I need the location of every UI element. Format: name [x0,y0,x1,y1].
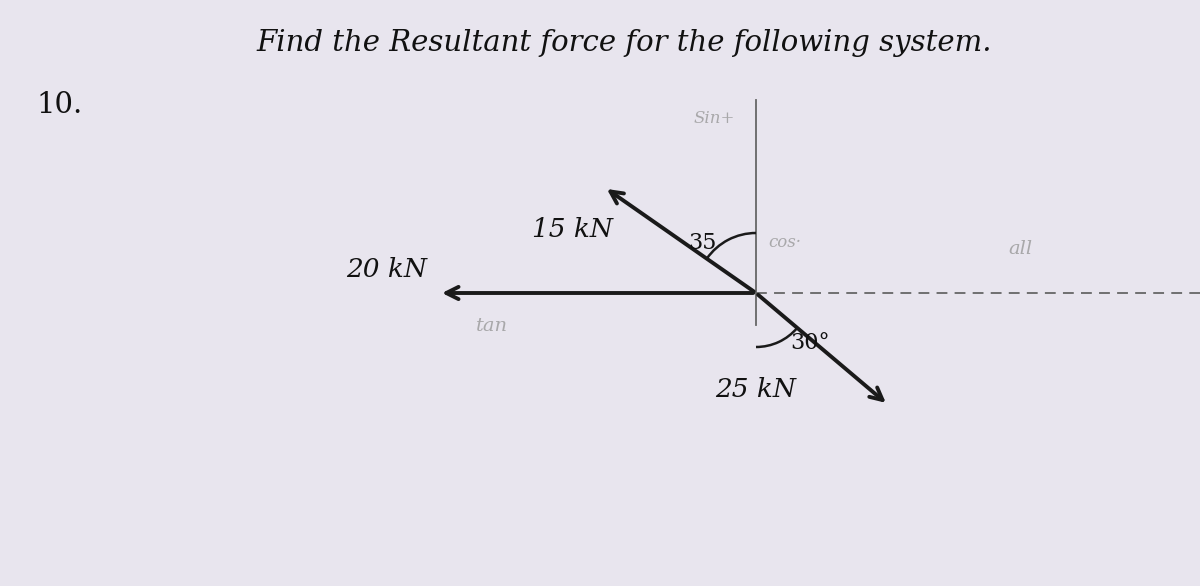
Text: cos·: cos· [768,234,802,251]
Text: 20 kN: 20 kN [347,257,427,282]
Text: Find the Resultant force for the following system.: Find the Resultant force for the followi… [257,29,991,57]
Text: Sin+: Sin+ [694,110,734,128]
Text: 15 kN: 15 kN [532,217,613,241]
Text: 30°: 30° [790,332,830,354]
Text: 25 kN: 25 kN [715,377,796,402]
Text: 35: 35 [688,232,716,254]
Text: 10.: 10. [36,91,83,120]
Text: all: all [1008,240,1032,258]
Text: tan: tan [476,317,508,335]
